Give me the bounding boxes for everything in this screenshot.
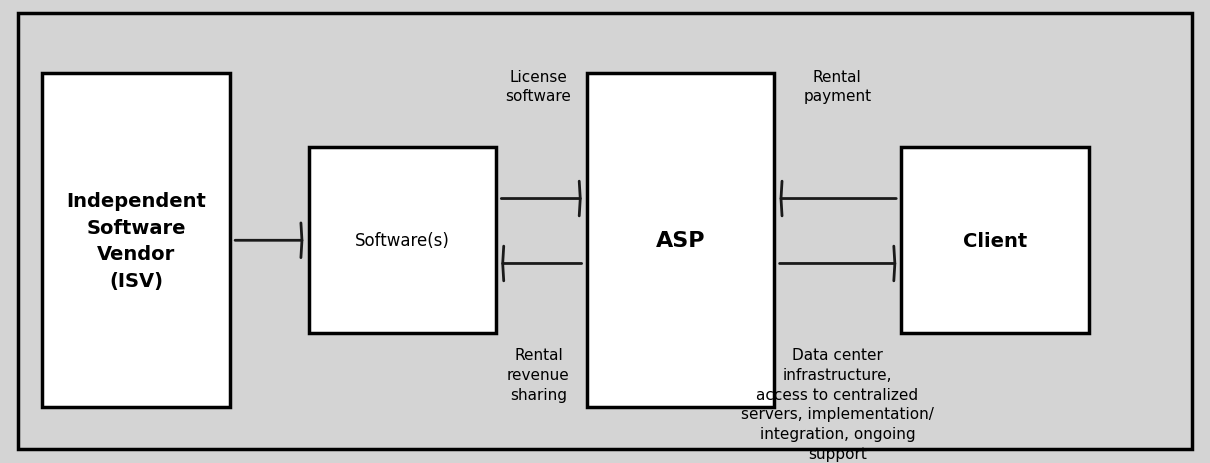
Text: ASP: ASP xyxy=(656,231,705,251)
Text: Independent
Software
Vendor
(ISV): Independent Software Vendor (ISV) xyxy=(67,192,206,290)
Text: Client: Client xyxy=(963,232,1027,250)
Bar xyxy=(587,74,774,407)
Bar xyxy=(901,148,1089,333)
Text: Data center
infrastructure,
access to centralized
servers, implementation/
integ: Data center infrastructure, access to ce… xyxy=(741,347,934,461)
Text: License
software: License software xyxy=(506,69,571,104)
Text: Rental
payment: Rental payment xyxy=(803,69,871,104)
Bar xyxy=(309,148,496,333)
Text: Software(s): Software(s) xyxy=(355,232,450,250)
Bar xyxy=(42,74,230,407)
Text: Rental
revenue
sharing: Rental revenue sharing xyxy=(507,347,570,402)
